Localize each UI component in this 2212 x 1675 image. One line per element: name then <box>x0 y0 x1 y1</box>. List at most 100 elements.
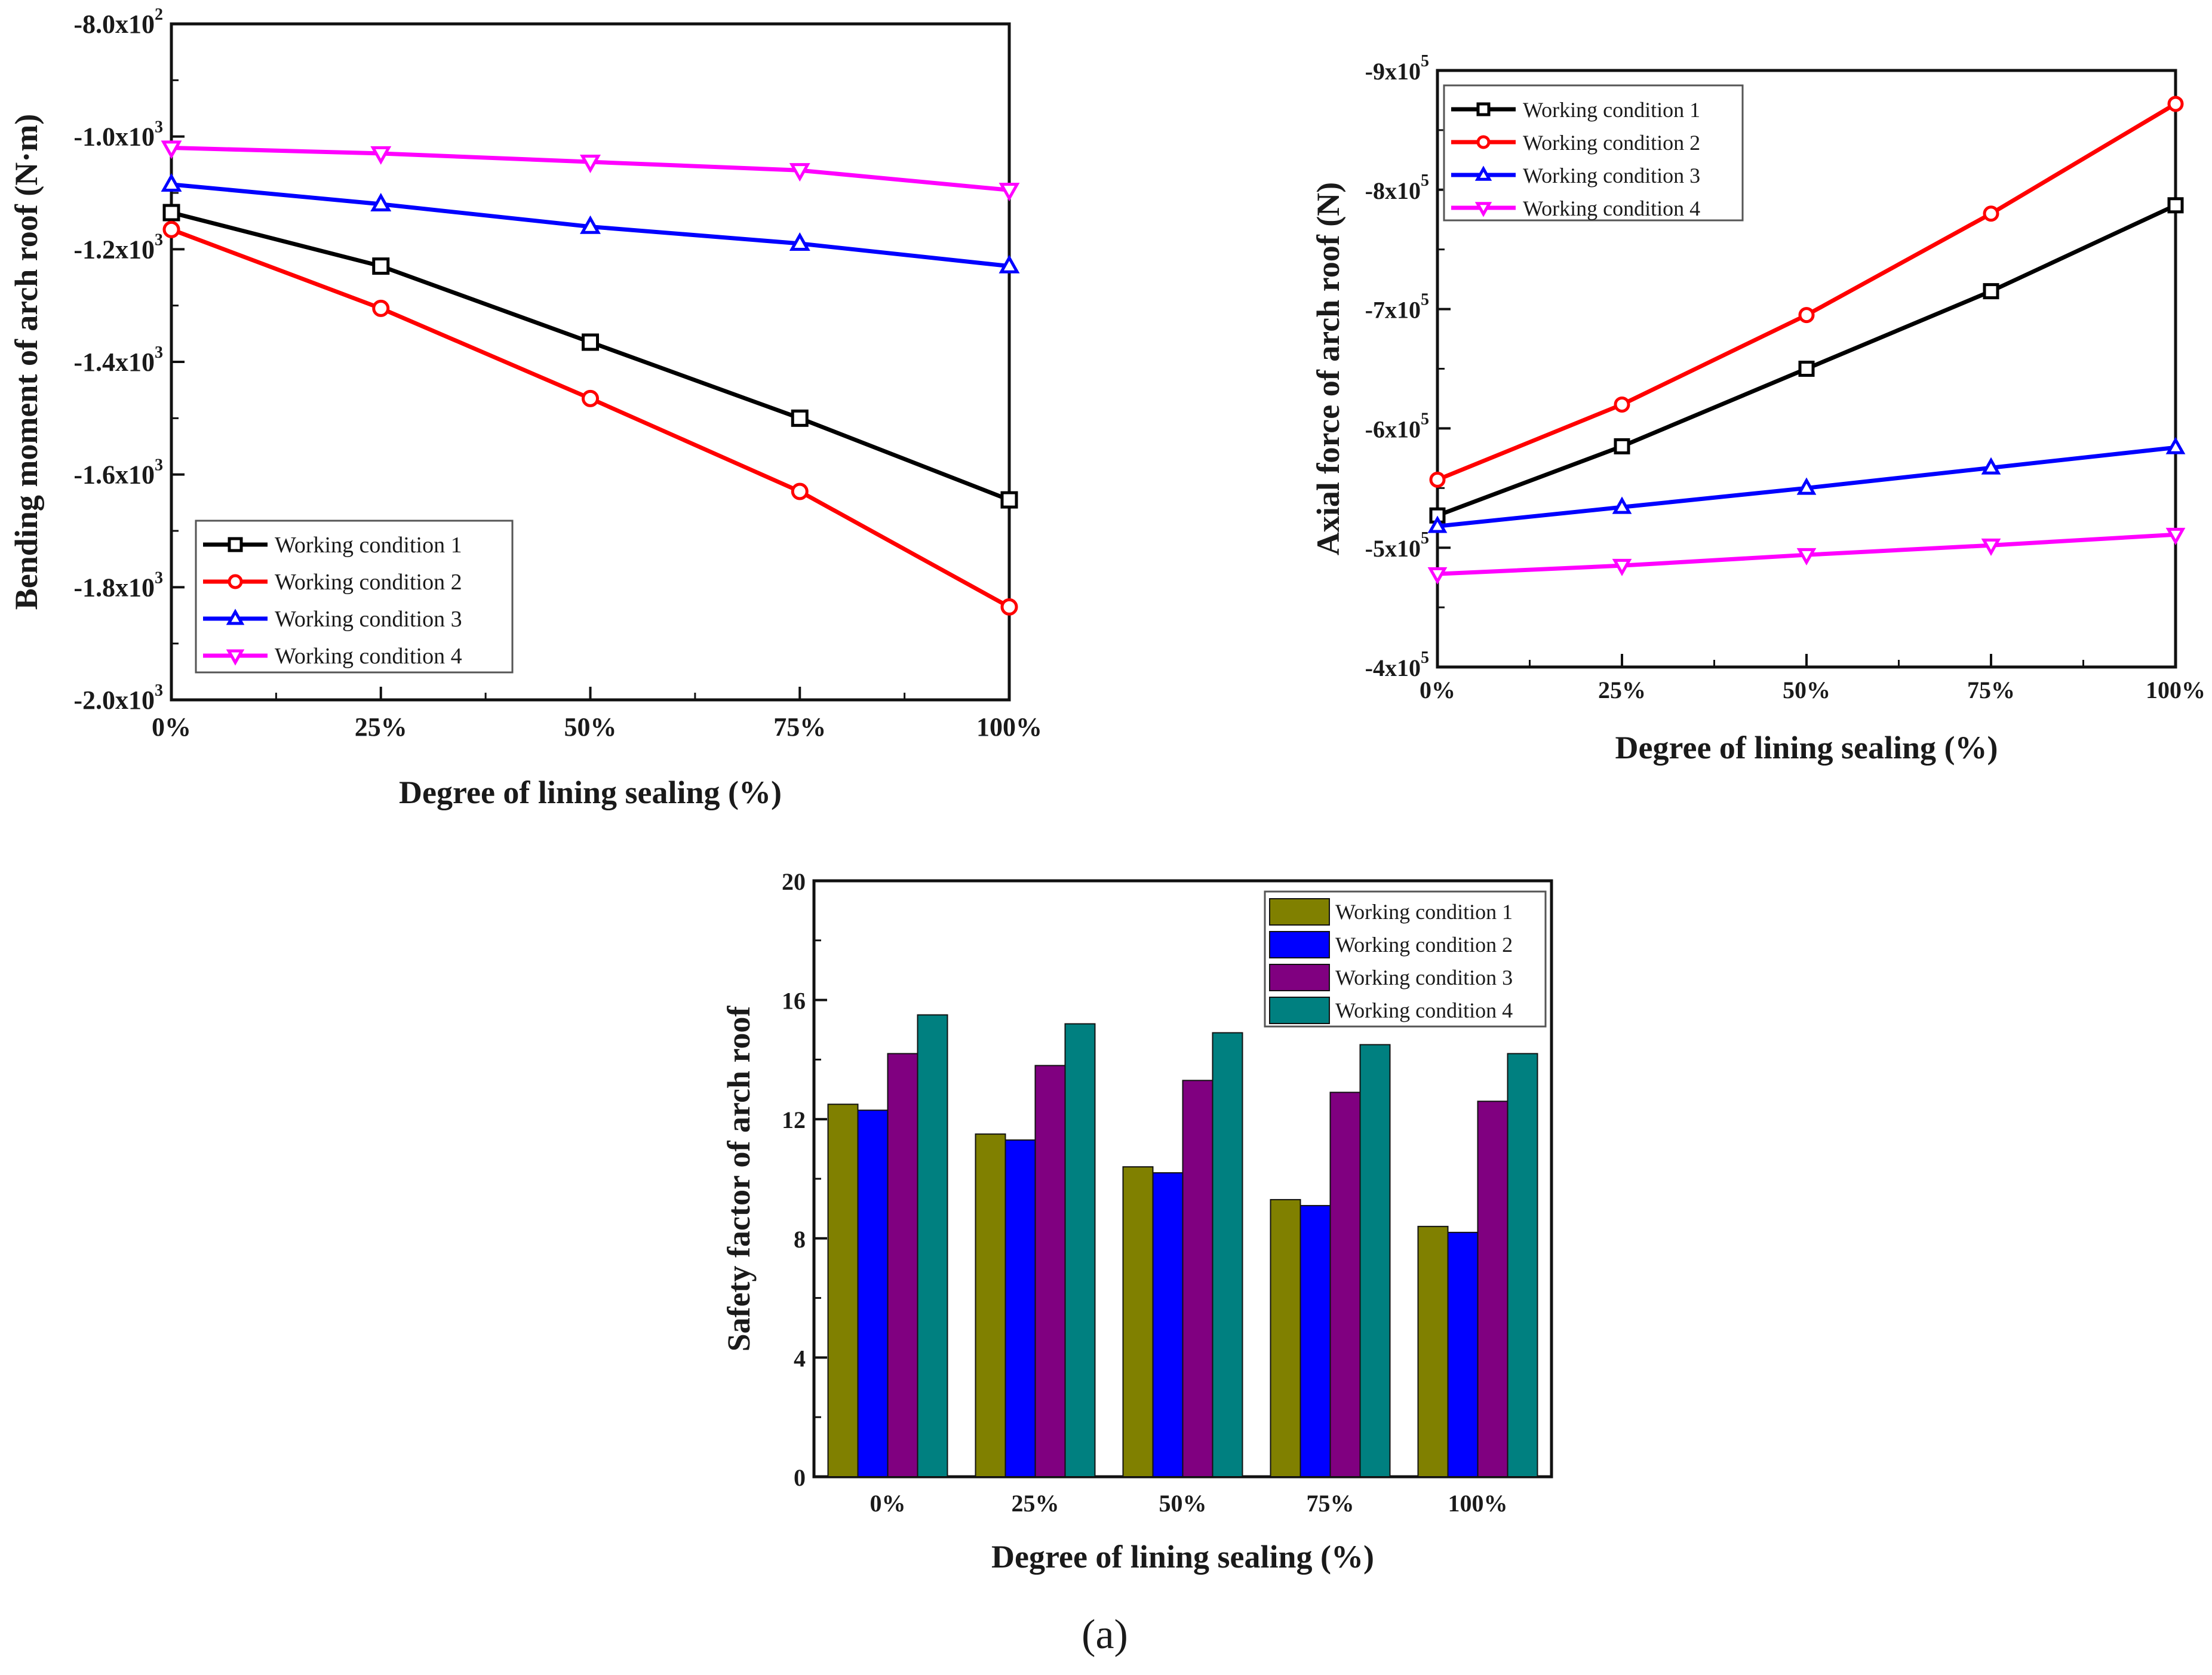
x-tick-label: 25% <box>355 712 407 742</box>
series-2 <box>1429 96 2184 488</box>
series-4 <box>161 140 1020 202</box>
x-tick-label: 100% <box>2146 677 2205 703</box>
series-line <box>171 210 1010 502</box>
data-point <box>1000 491 1018 509</box>
data-point <box>1612 496 1632 514</box>
legend-swatch <box>1269 997 1330 1024</box>
y-tick-label: 0 <box>794 1464 806 1491</box>
x-tick-label: 100% <box>1448 1490 1508 1517</box>
y-tick-label-exponent: 5 <box>1421 529 1429 548</box>
legend: Working condition 1 Working condition 2 Wo… <box>195 520 514 674</box>
data-point <box>1796 548 1817 565</box>
y-tick-label-base: 0 <box>794 1464 806 1491</box>
legend: Working condition 1 Working condition 2 Wo… <box>1264 890 1547 1028</box>
data-point <box>582 333 599 351</box>
data-point <box>582 389 599 407</box>
y-tick-label: -8.0x102 <box>73 5 163 39</box>
y-tick-label: 4 <box>794 1345 806 1372</box>
x-tick-label: 100% <box>976 712 1042 742</box>
bar <box>1329 1092 1361 1478</box>
plot-frame <box>1436 69 2177 669</box>
data-point <box>2165 437 2186 454</box>
data-point <box>1798 361 1815 377</box>
data-point <box>1796 477 1817 495</box>
data-point <box>161 140 182 159</box>
bar <box>1152 1172 1184 1478</box>
bar <box>1417 1225 1449 1478</box>
bar <box>1034 1065 1066 1477</box>
series-line <box>1436 203 2177 518</box>
y-axis-title: Safety factor of arch roof <box>721 1006 757 1352</box>
y-tick-label: -1.4x103 <box>73 343 163 377</box>
y-tick-label-exponent: 2 <box>155 5 163 24</box>
bar <box>1507 1053 1538 1478</box>
data-point <box>791 409 809 427</box>
y-tick-label: -1.2x103 <box>73 230 163 264</box>
y-tick-label: 20 <box>782 868 806 895</box>
x-tick-label: 75% <box>773 712 826 742</box>
x-axis-title: Degree of lining sealing (%) <box>991 1539 1374 1575</box>
y-tick-label: -6x105 <box>1365 410 1429 442</box>
y-axis-title: Bending moment of arch roof (N·m) <box>8 114 44 610</box>
data-point <box>1983 205 1999 222</box>
bar <box>1447 1231 1479 1478</box>
legend-label: Working condition 4 <box>1523 196 1700 220</box>
data-point <box>372 257 390 275</box>
bar <box>1477 1101 1509 1477</box>
y-tick-label-exponent: 3 <box>155 681 163 700</box>
y-tick-label-base: 4 <box>794 1345 806 1372</box>
legend-marker <box>1476 135 1491 149</box>
legend-swatch <box>1269 931 1330 958</box>
legend-label: Working condition 2 <box>1335 933 1513 957</box>
y-tick-label-exponent: 3 <box>155 568 163 587</box>
legend-swatch <box>1269 898 1330 926</box>
y-tick-label-base: -4x10 <box>1365 654 1421 681</box>
y-tick-label-base: -5x10 <box>1365 535 1421 562</box>
legend-label: Working condition 2 <box>275 570 462 595</box>
series-3 <box>887 1053 1509 1478</box>
data-point <box>789 232 810 251</box>
legend-label: Working condition 1 <box>275 533 462 558</box>
bar <box>1004 1139 1036 1477</box>
data-point <box>789 163 810 182</box>
data-point <box>791 482 809 500</box>
data-point <box>2167 197 2184 214</box>
legend-label: Working condition 4 <box>275 644 462 669</box>
panel-label: (a) <box>1082 1612 1128 1658</box>
bar <box>975 1133 1006 1477</box>
y-tick-label-base: -1.0x10 <box>73 122 155 152</box>
bar <box>1299 1204 1331 1478</box>
data-point <box>370 192 392 211</box>
chart-safety-factor: 0 4 8 12 16 20 0% 25% 50% 75% 100% Degree of lining… <box>721 868 1553 1575</box>
data-point <box>2165 527 2186 545</box>
bar <box>917 1014 948 1478</box>
bar <box>1122 1166 1154 1478</box>
y-tick-label-base: 12 <box>782 1107 806 1133</box>
data-point <box>1427 567 1448 585</box>
y-tick-label: -2.0x103 <box>73 681 163 715</box>
legend-swatch <box>1269 964 1330 991</box>
legend-marker <box>1476 102 1491 116</box>
y-tick-label-exponent: 3 <box>155 343 163 362</box>
data-point <box>999 254 1020 273</box>
series-1 <box>162 204 1018 509</box>
legend-marker <box>1474 165 1492 181</box>
y-tick-label: -1.0x103 <box>73 118 163 152</box>
data-point <box>1429 471 1446 488</box>
data-point <box>1798 307 1815 324</box>
y-tick-label-base: -1.6x10 <box>73 460 155 490</box>
y-tick-label-base: -1.8x10 <box>73 573 155 602</box>
legend-marker <box>1474 202 1492 217</box>
y-tick-label-base: -8.0x10 <box>73 10 155 39</box>
bar <box>1064 1023 1096 1477</box>
series-2 <box>162 220 1018 616</box>
series-3 <box>1427 437 2186 533</box>
data-point <box>1614 438 1630 454</box>
legend-marker <box>226 649 245 666</box>
y-tick-label-base: -7x10 <box>1365 297 1421 324</box>
bar <box>1270 1198 1301 1478</box>
x-tick-label: 25% <box>1598 677 1646 703</box>
y-tick-label-base: 8 <box>794 1226 806 1253</box>
series-4 <box>1427 527 2186 585</box>
y-tick-label-base: -1.2x10 <box>73 235 155 264</box>
